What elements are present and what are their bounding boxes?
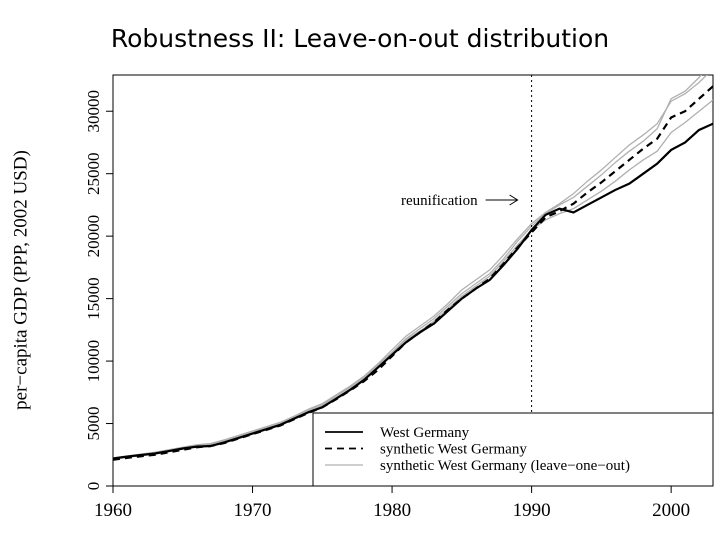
- y-tick-label: 15000: [84, 277, 103, 320]
- legend-label: West Germany: [380, 425, 470, 441]
- annotation: reunification: [401, 193, 478, 209]
- x-tick-label: 1960: [94, 500, 132, 521]
- y-axis-label: per−capita GDP (PPP, 2002 USD): [10, 150, 31, 410]
- series-line: [113, 85, 713, 461]
- y-tick-label: 25000: [84, 152, 103, 195]
- y-tick-label: 20000: [84, 215, 103, 258]
- y-tick-label: 5000: [84, 407, 103, 441]
- x-tick-label: 2000: [652, 500, 690, 521]
- y-tick-label: 0: [84, 482, 103, 491]
- y-tick-label: 30000: [84, 90, 103, 133]
- y-tick-label: 10000: [84, 340, 103, 383]
- annotation-arrow: [485, 194, 519, 206]
- x-tick-label: 1990: [513, 500, 551, 521]
- series-line: [113, 75, 708, 459]
- x-tick-label: 1970: [234, 500, 272, 521]
- x-tick-label: 1980: [373, 500, 411, 521]
- plot-area: [113, 75, 713, 461]
- series-line: [113, 75, 703, 460]
- legend-label: synthetic West Germany: [380, 442, 527, 458]
- chart-title: Robustness II: Leave-on-out distribution: [111, 24, 609, 53]
- legend-label: synthetic West Germany (leave−one−out): [380, 458, 630, 474]
- legend-box: [312, 412, 714, 487]
